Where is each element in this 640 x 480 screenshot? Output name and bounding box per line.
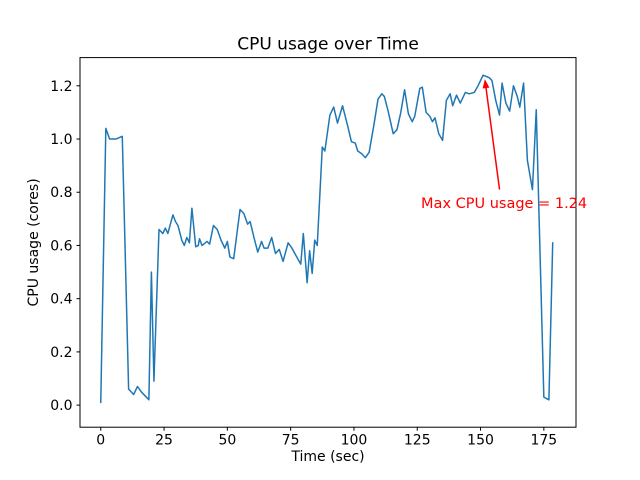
y-axis-ticks: 0.0 0.2 0.4 0.6 0.8 1.0 1.2	[50, 79, 80, 414]
y-tick-label: 0.2	[50, 345, 72, 361]
y-tick-label: 1.0	[50, 132, 72, 148]
x-tick-label: 50	[218, 433, 236, 449]
arrow-head	[482, 79, 490, 89]
x-tick-label: 150	[467, 433, 494, 449]
data-line-group	[100, 74, 554, 404]
y-tick-label: 0.0	[50, 398, 72, 414]
y-tick-label: 0.6	[50, 238, 72, 254]
max-annotation-text: Max CPU usage = 1.24	[421, 196, 587, 212]
x-tick-label: 75	[282, 433, 300, 449]
y-tick-label: 0.4	[50, 292, 72, 308]
cpu-usage-line	[100, 74, 554, 404]
x-tick-label: 0	[96, 433, 105, 449]
axes-box	[79, 57, 577, 428]
y-tick-label: 1.2	[50, 79, 72, 95]
chart-title: CPU usage over Time	[237, 35, 419, 55]
x-axis-label: Time (sec)	[290, 449, 364, 465]
annotation-arrow	[482, 79, 501, 190]
x-tick-label: 25	[155, 433, 173, 449]
x-axis-ticks: 0 25 50 75 100 125 150 175	[96, 427, 557, 449]
arrow-shaft	[484, 85, 501, 190]
x-tick-label: 125	[404, 433, 431, 449]
y-tick-label: 0.8	[50, 185, 72, 201]
x-tick-label: 175	[530, 433, 557, 449]
y-axis-label: CPU usage (cores)	[26, 178, 42, 306]
x-tick-label: 100	[341, 433, 368, 449]
